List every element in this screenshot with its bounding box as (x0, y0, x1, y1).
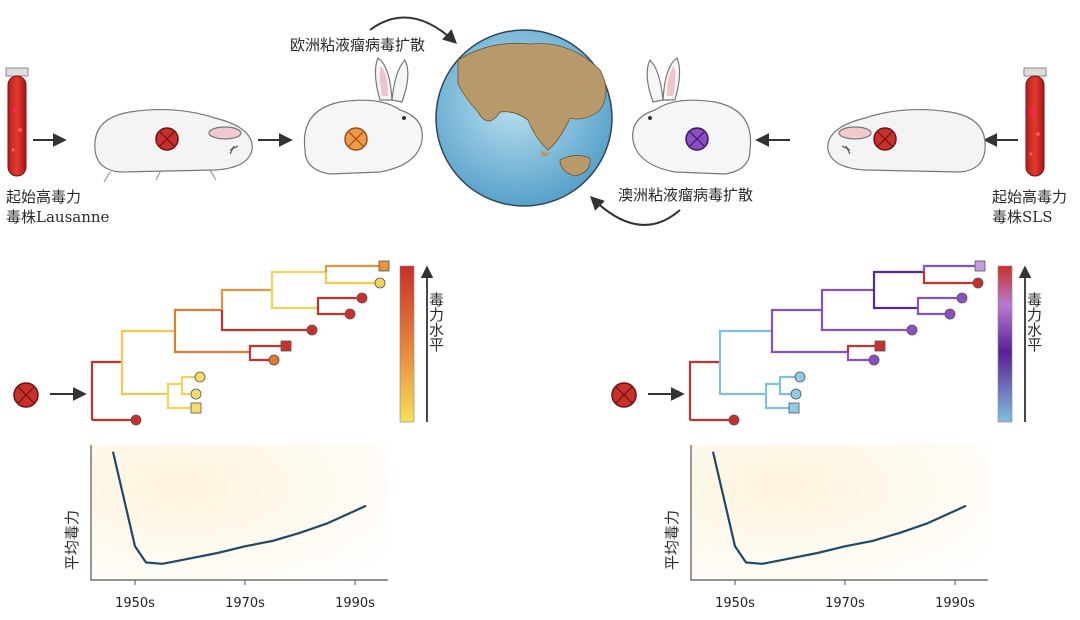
virus-red-left-icon (155, 127, 179, 151)
y-axis-label: 平均毒力 (663, 510, 681, 570)
virus-start-right-icon (611, 382, 637, 408)
chart-background (91, 445, 388, 580)
europe-spread-arrow (369, 16, 458, 44)
x-tick-label: 1990s (335, 596, 375, 611)
virus-orange-icon (344, 127, 368, 151)
mean-virulence-chart-right: 1950s 1970s 1990s 平均毒力 (663, 445, 988, 611)
virus-start-left-icon (13, 382, 39, 408)
chart-axes (90, 445, 388, 581)
right-strain-line1: 起始高毒力 (992, 188, 1067, 206)
tree-right-tips (728, 260, 986, 426)
mean-virulence-line (711, 451, 967, 565)
australia-spread-arrow (589, 196, 681, 226)
y-axis-label: 平均毒力 (63, 510, 81, 570)
virus-red-right-icon (873, 127, 897, 151)
europe-spread-label: 欧洲粘液瘤病毒扩散 (290, 36, 425, 54)
x-tick-label: 1990s (935, 596, 975, 611)
dead-rabbit-right-icon (827, 108, 986, 173)
virulence-scale-left (399, 265, 415, 423)
globe-icon (435, 29, 613, 207)
virus-purple-icon (685, 127, 709, 151)
virulence-level-label-left: 毒力水平 (427, 292, 445, 352)
rabbit-right-icon (632, 57, 752, 175)
australia-spread-label: 澳洲粘液瘤病毒扩散 (618, 186, 753, 204)
left-strain-line1: 起始高毒力 (6, 188, 81, 206)
x-tick-label: 1950s (715, 596, 755, 611)
chart-background (691, 445, 988, 580)
tree-left-tips (130, 260, 390, 426)
chart-axes (690, 445, 988, 581)
left-strain-line2: 毒株Lausanne (6, 208, 110, 226)
mean-virulence-chart-left: 1950s 1970s 1990s 平均毒力 (63, 445, 388, 611)
phylo-tree-right (688, 264, 980, 422)
x-tick-label: 1970s (825, 596, 865, 611)
phylo-tree-left (90, 264, 384, 422)
x-tick-label: 1970s (225, 596, 265, 611)
virulence-scale-right (997, 265, 1013, 423)
x-tick-label: 1950s (115, 596, 155, 611)
test-tube-right (1023, 67, 1047, 177)
test-tube-left (5, 67, 29, 177)
virulence-level-label-right: 毒力水平 (1025, 292, 1043, 352)
rabbit-left-icon (303, 57, 423, 175)
right-strain-line2: 毒株SLS (992, 208, 1053, 226)
mean-virulence-line (111, 451, 367, 565)
